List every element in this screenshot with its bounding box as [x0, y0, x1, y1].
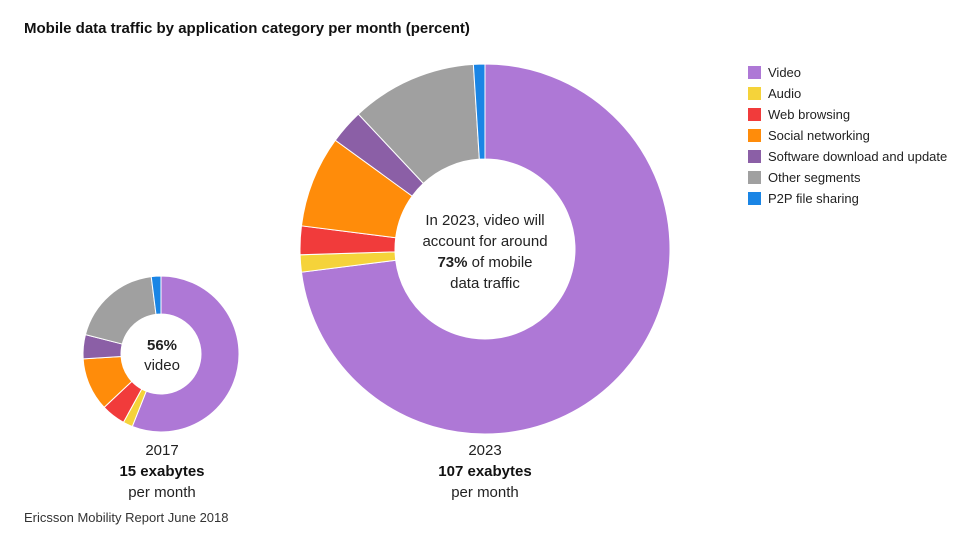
- legend-label: Video: [768, 65, 802, 80]
- legend-label: P2P file sharing: [768, 191, 859, 206]
- slice-video: [131, 275, 240, 433]
- legend-item-video: Video: [748, 62, 947, 83]
- legend-item-audio: Audio: [748, 83, 947, 104]
- legend-swatch: [748, 87, 761, 100]
- donut-2017-center-label: 56% video: [112, 336, 212, 376]
- donut-2017: [82, 275, 240, 433]
- donut-2023-center-line2: account for around: [422, 233, 548, 250]
- legend-swatch: [748, 108, 761, 121]
- legend-item-other-segments: Other segments: [748, 167, 947, 188]
- slice-p2p-file-sharing: [472, 63, 486, 160]
- donut-2023-center-value: 73%: [437, 254, 468, 271]
- donut-2023-center-line1: In 2023, video will: [425, 212, 545, 229]
- donut-2017-center-value: 56%: [146, 337, 178, 354]
- caption-2023-unit: per month: [451, 484, 519, 501]
- legend: Video Audio Web browsing Social networki…: [748, 62, 947, 209]
- donut-2023-center-label: In 2023, video will account for around 7…: [400, 210, 570, 294]
- caption-2023-total: 107 exabytes: [438, 463, 532, 480]
- legend-item-p2p: P2P file sharing: [748, 188, 947, 209]
- legend-label: Social networking: [768, 128, 870, 143]
- legend-swatch: [748, 171, 761, 184]
- legend-swatch: [748, 150, 761, 163]
- caption-2017-total: 15 exabytes: [119, 463, 205, 480]
- donut-2023-center-line4: data traffic: [450, 275, 520, 292]
- caption-2023: 2023 107 exabytes per month: [385, 440, 585, 503]
- caption-2017-unit: per month: [128, 484, 196, 501]
- legend-label: Other segments: [768, 170, 861, 185]
- legend-swatch: [748, 66, 761, 79]
- legend-item-software-download: Software download and update: [748, 146, 947, 167]
- caption-2023-year: 2023: [468, 442, 502, 459]
- chart-title: Mobile data traffic by application categ…: [24, 20, 470, 37]
- donut-2023: [299, 63, 671, 435]
- donut-2023-center-line3-wrap: 73% of mobile: [400, 252, 570, 273]
- legend-swatch: [748, 129, 761, 142]
- caption-2017: 2017 15 exabytes per month: [82, 440, 242, 503]
- caption-2017-year: 2017: [145, 442, 179, 459]
- legend-item-social-networking: Social networking: [748, 125, 947, 146]
- donut-2017-center-text: video: [144, 357, 180, 374]
- source-note: Ericsson Mobility Report June 2018: [24, 510, 229, 525]
- legend-label: Audio: [768, 86, 802, 101]
- legend-swatch: [748, 192, 761, 205]
- donut-2023-center-line3: of mobile: [471, 254, 533, 271]
- legend-label: Software download and update: [768, 149, 948, 164]
- slice-video: [300, 63, 671, 435]
- slice-other-segments: [84, 276, 157, 345]
- legend-item-web-browsing: Web browsing: [748, 104, 947, 125]
- slice-p2p-file-sharing: [150, 275, 162, 315]
- legend-label: Web browsing: [768, 107, 851, 122]
